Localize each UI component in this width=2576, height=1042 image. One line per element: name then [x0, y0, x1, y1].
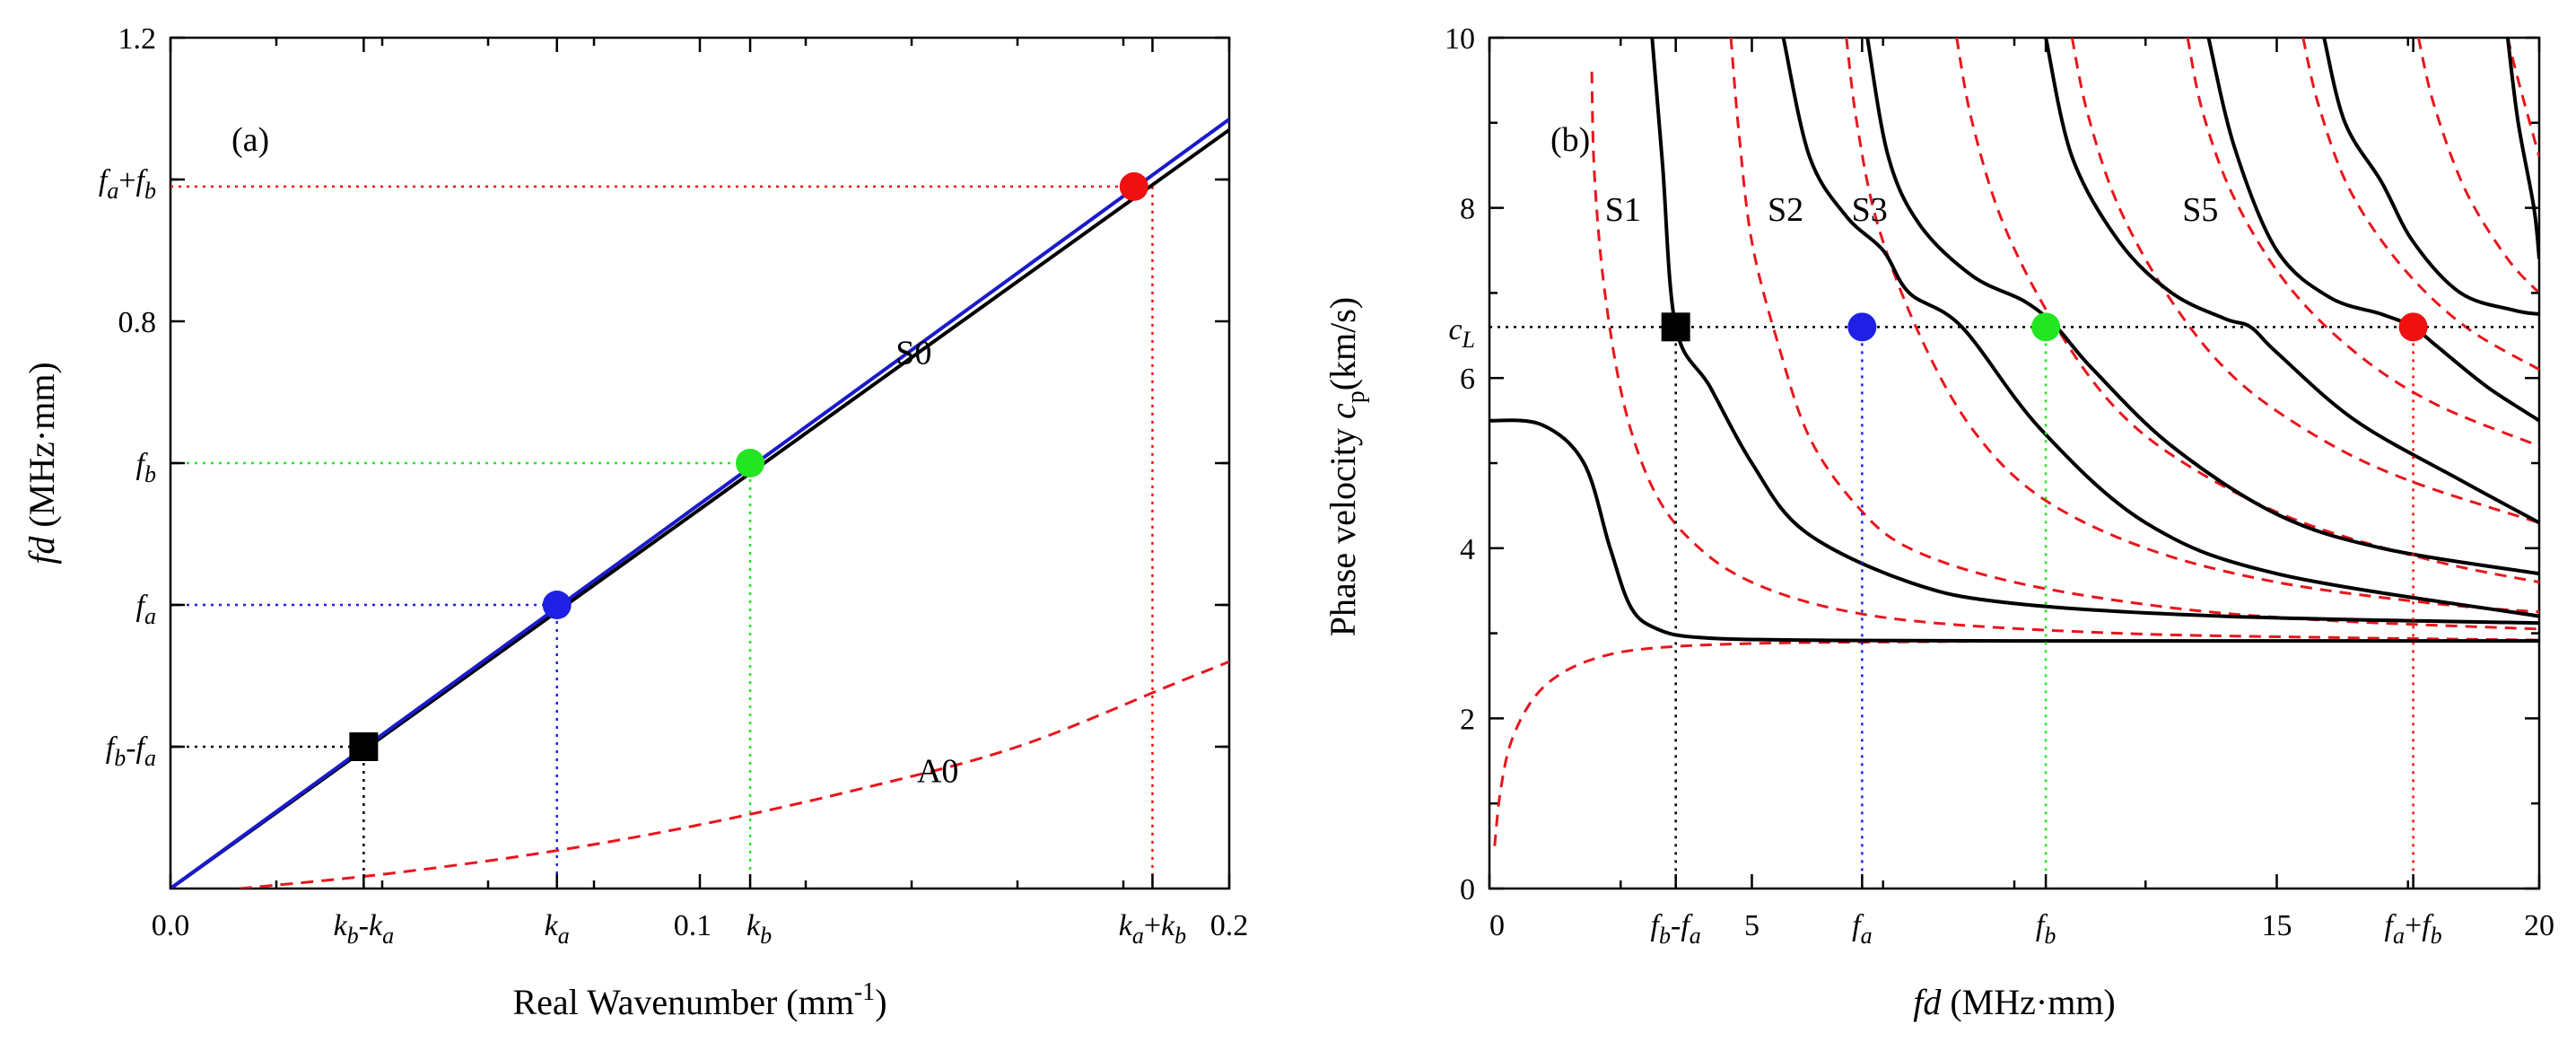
b-marker-2: [2031, 312, 2061, 342]
panel-a-annotations: S0 A0: [895, 334, 958, 790]
a-x-symbolic-tick-label: ka: [545, 909, 570, 949]
b-x-tick-label: 15: [2262, 909, 2292, 942]
panel-a-plot-frame: [169, 36, 1231, 890]
b-mode-s1: [1650, 38, 2539, 626]
panel-a-x-axis-title: Real Wavenumber (mm-1): [512, 978, 886, 1022]
a-annotation-a0: A0: [917, 753, 958, 791]
b-annotation-s3: S3: [1852, 191, 1888, 229]
panel-a-guides: [170, 185, 1154, 889]
a-marker-2: [736, 449, 765, 477]
panel-b-annotations: S1 S2 S3 S5: [1605, 191, 2219, 229]
b-mode-s6: [2322, 38, 2539, 317]
a-y-symbolic-tick-label: fb: [136, 448, 156, 487]
a-x-tick-label: 0.1: [674, 909, 712, 942]
b-mode-s4: [2044, 38, 2539, 525]
panel-a-ticks: [169, 36, 1231, 889]
a-y-symbolic-tick-label: fb-fa: [106, 731, 156, 771]
b-x-symbolic-tick-label: fb: [2036, 909, 2056, 949]
b-y-tick-label: 2: [1460, 703, 1475, 736]
a-annotation-s0: S0: [895, 334, 931, 372]
b-mode-s2: [1781, 38, 2539, 618]
b-x-tick-label: 0: [1489, 909, 1505, 942]
panel-a-label: (a): [231, 121, 269, 159]
panel-b-markers: [1661, 312, 2428, 342]
panel-b-plot-frame: [1488, 36, 2541, 890]
b-marker-0: [1661, 312, 1690, 342]
b-mode-a1: [1590, 71, 2539, 642]
b-marker-1: [1847, 312, 1877, 342]
a-x-symbolic-tick-label: kb-ka: [334, 909, 395, 949]
b-mode-a6: [2186, 38, 2539, 448]
a-series-a0: [239, 660, 1229, 889]
b-mode-s7: [2505, 38, 2539, 259]
b-y-tick-label: 8: [1460, 193, 1475, 226]
b-mode-a7: [2301, 38, 2539, 371]
a-series-s0-1: [170, 118, 1229, 889]
a-marker-3: [1119, 171, 1148, 201]
b-y-symbolic-tick-label: cL: [1448, 313, 1475, 353]
panel-a: 0.0 0.1 0.2 0.8 1.2 kb-ka ka kb ka+kb fb-fa fa fb fa…: [22, 22, 1248, 1022]
panel-a-y-axis-title: fd (MHz·mm): [22, 362, 62, 565]
panel-b-series: [1489, 38, 2539, 846]
a-y-symbolic-tick-label: fa+fb: [99, 164, 156, 204]
a-marker-0: [349, 732, 379, 761]
panel-b: 0 5 15 20 0 2 4 6 8 10 fb-fa fa fb fa+fb cL S1 S2 S3 S5 (…: [1323, 22, 2554, 1022]
b-marker-3: [2398, 312, 2428, 342]
b-mode-s5: [2206, 38, 2539, 423]
b-mode-s3: [1865, 38, 2539, 576]
b-y-tick-label: 10: [1445, 22, 1475, 56]
panel-b-ticks: [1488, 36, 2541, 890]
b-x-symbolic-tick-label: fa: [1852, 909, 1872, 949]
a-y-tick-label: 0.8: [118, 306, 157, 339]
panel-a-markers: [349, 171, 1148, 761]
a-y-tick-label: 1.2: [118, 22, 157, 56]
b-annotation-s5: S5: [2182, 191, 2218, 229]
a-x-symbolic-tick-label: ka+kb: [1119, 909, 1186, 949]
b-mode-a4: [1955, 38, 2539, 584]
b-x-symbolic-tick-label: fa+fb: [2385, 909, 2442, 949]
a-y-symbolic-tick-label: fa: [136, 590, 156, 629]
b-mode-a8: [2416, 38, 2539, 294]
panel-a-tick-labels: 0.0 0.1 0.2 0.8 1.2 kb-ka ka kb ka+kb fb-fa fa fb fa…: [99, 22, 1248, 949]
panel-b-y-axis-title: Phase velocity cp(km/s): [1323, 297, 1370, 636]
panel-b-tick-labels: 0 5 15 20 0 2 4 6 8 10 fb-fa fa fb fa+fb cL: [1445, 22, 2554, 949]
b-mode-a0: [1493, 639, 2539, 846]
b-x-tick-label: 20: [2524, 909, 2554, 942]
b-mode-a9: [2506, 38, 2539, 158]
b-annotation-s1: S1: [1605, 191, 1641, 229]
b-x-tick-label: 5: [1744, 909, 1760, 942]
b-y-tick-label: 0: [1460, 873, 1475, 906]
panel-b-guides: [1489, 326, 2539, 889]
a-marker-1: [542, 591, 572, 619]
panel-b-label: (b): [1550, 121, 1590, 159]
a-x-tick-label: 0.0: [152, 909, 190, 942]
a-x-symbolic-tick-label: kb: [747, 909, 772, 949]
a-x-tick-label: 0.2: [1210, 909, 1249, 942]
b-y-tick-label: 6: [1460, 363, 1475, 396]
b-annotation-s2: S2: [1768, 191, 1803, 229]
b-mode-s0: [1489, 418, 2539, 644]
b-mode-a3: [1845, 38, 2539, 614]
b-y-tick-label: 4: [1460, 533, 1475, 566]
panel-a-series: [170, 118, 1229, 889]
panel-b-x-axis-title: fd (MHz·mm): [1913, 982, 2116, 1022]
b-x-symbolic-tick-label: fb-fa: [1651, 909, 1701, 949]
